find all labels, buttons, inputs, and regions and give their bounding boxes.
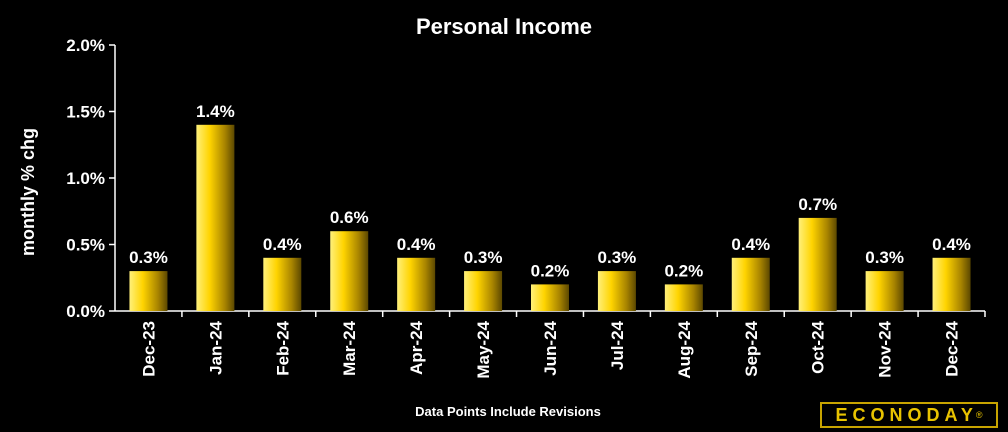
- x-tick-label: Sep-24: [742, 320, 761, 376]
- data-label: 0.3%: [598, 248, 637, 267]
- x-tick-label: Dec-23: [139, 321, 158, 377]
- bar: [263, 257, 302, 311]
- logo-text: ECONODAY: [835, 404, 978, 425]
- data-label: 0.4%: [263, 235, 302, 254]
- y-tick-label: 1.0%: [66, 169, 105, 188]
- data-label: 1.4%: [196, 102, 235, 121]
- y-ticks: 0.0% 0.5% 1.0% 1.5% 2.0%: [66, 36, 115, 321]
- x-tick-label: Jul-24: [608, 320, 627, 370]
- bar: [330, 231, 369, 311]
- data-label: 0.4%: [932, 235, 971, 254]
- econoday-logo: ECONODAY ®: [820, 402, 998, 428]
- data-label: 0.3%: [129, 248, 168, 267]
- bar: [397, 257, 436, 311]
- bar: [196, 124, 235, 311]
- x-tick-label: May-24: [474, 320, 493, 378]
- x-tick-label: Mar-24: [340, 320, 359, 375]
- bar: [731, 257, 770, 311]
- bars: [129, 124, 971, 311]
- bar: [865, 271, 904, 311]
- y-tick-label: 0.5%: [66, 236, 105, 255]
- data-label: 0.7%: [798, 195, 837, 214]
- data-label: 0.2%: [531, 261, 570, 280]
- footnote: Data Points Include Revisions: [415, 404, 601, 419]
- y-tick-label: 0.0%: [66, 302, 105, 321]
- x-tick-label: Aug-24: [675, 320, 694, 378]
- y-tick-label: 2.0%: [66, 36, 105, 55]
- data-label: 0.4%: [397, 235, 436, 254]
- data-labels: 0.3% 1.4% 0.4% 0.6% 0.4% 0.3% 0.2% 0.3% 0.2% 0.4%…: [129, 102, 971, 281]
- chart-title: Personal Income: [416, 14, 592, 39]
- x-tick-label: Jun-24: [541, 320, 560, 375]
- bar: [597, 271, 636, 311]
- logo-registered-mark: ®: [975, 410, 983, 420]
- x-tick-label: Dec-24: [943, 320, 962, 376]
- x-tick-label: Jan-24: [206, 320, 225, 374]
- data-label: 0.4%: [731, 235, 770, 254]
- data-label: 0.2%: [664, 261, 703, 280]
- bar: [798, 217, 837, 311]
- data-label: 0.3%: [464, 248, 503, 267]
- x-ticks: Dec-23 Jan-24 Feb-24 Mar-24 Apr-24 May-24 Jun-…: [139, 311, 986, 379]
- data-label: 0.3%: [865, 248, 904, 267]
- x-tick-label: Feb-24: [273, 320, 292, 375]
- bar: [531, 284, 569, 311]
- bar: [664, 284, 703, 311]
- bar: [464, 271, 503, 311]
- y-axis-label: monthly % chg: [18, 128, 38, 256]
- x-tick-label: Apr-24: [407, 320, 426, 374]
- x-tick-label: Oct-24: [809, 320, 828, 373]
- bar: [129, 271, 168, 311]
- x-tick-label: Nov-24: [876, 320, 895, 377]
- data-label: 0.6%: [330, 208, 369, 227]
- bar: [932, 257, 971, 311]
- y-tick-label: 1.5%: [66, 103, 105, 122]
